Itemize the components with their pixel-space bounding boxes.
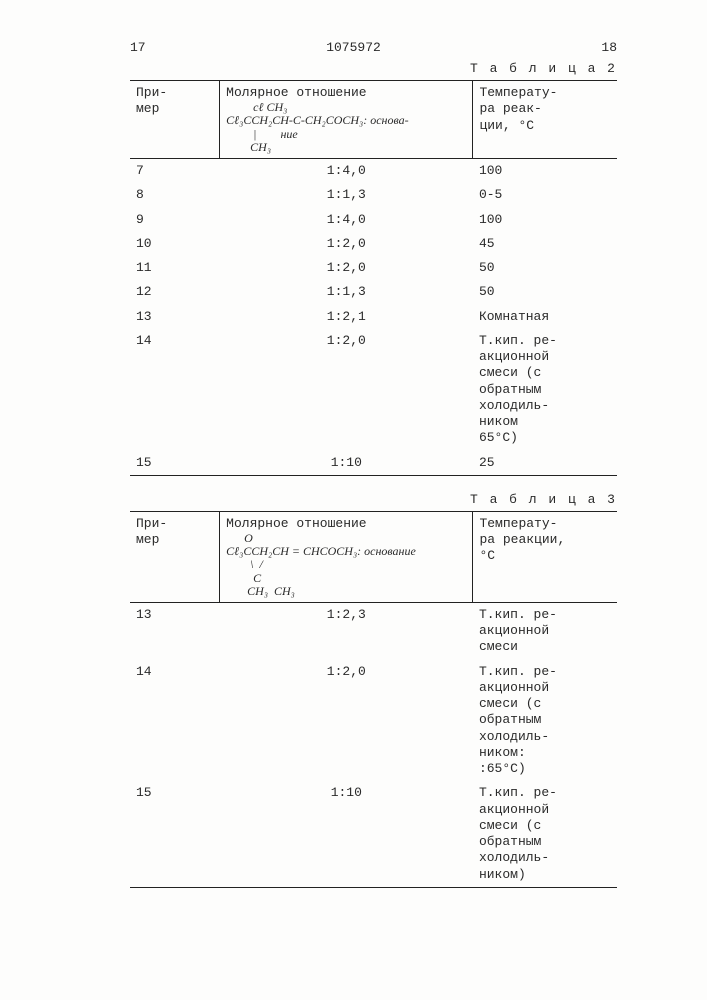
- table-row: 91:4,0100: [130, 208, 617, 232]
- table2-row-ratio: 1:2,0: [220, 329, 473, 451]
- table-row: 131:2,3Т.кип. ре- акционной смеси: [130, 602, 617, 659]
- table2-row-temp: 50: [473, 280, 617, 304]
- table2: При- мер Молярное отношение cℓ CH₃ Cℓ₃CC…: [130, 80, 617, 476]
- table-row: 151:1025: [130, 451, 617, 475]
- table2-row-ratio: 1:4,0: [220, 208, 473, 232]
- t2-col1-header: При- мер: [130, 81, 220, 159]
- t3-col3-header: Температу- ра реакции, °С: [473, 511, 617, 602]
- table3-row-num: 15: [130, 781, 220, 887]
- table2-row-num: 7: [130, 159, 220, 184]
- table2-row-ratio: 1:2,0: [220, 232, 473, 256]
- t3-formula: O Cℓ₃CCH₂CH = CHCOCH₃: основание \ / C C…: [226, 532, 466, 598]
- t3-col1-header: При- мер: [130, 511, 220, 602]
- table-row: 111:2,050: [130, 256, 617, 280]
- t2-col3-header: Температу- ра реак- ции, °С: [473, 81, 617, 159]
- table2-row-temp: 100: [473, 208, 617, 232]
- t2-col2-header: Молярное отношение cℓ CH₃ Cℓ₃CCH₂CH-C-CH…: [220, 81, 473, 159]
- table2-caption: Т а б л и ц а 2: [130, 61, 617, 76]
- table2-row-temp: Т.кип. ре- акционной смеси (с обратным х…: [473, 329, 617, 451]
- table-row: 81:1,30-5: [130, 183, 617, 207]
- table2-row-temp: Комнатная: [473, 305, 617, 329]
- table2-row-num: 12: [130, 280, 220, 304]
- table2-row-num: 10: [130, 232, 220, 256]
- table2-row-num: 13: [130, 305, 220, 329]
- table-row: 131:2,1Комнатная: [130, 305, 617, 329]
- table3-row-num: 14: [130, 660, 220, 782]
- table-row: 101:2,045: [130, 232, 617, 256]
- table2-row-ratio: 1:10: [220, 451, 473, 475]
- table-row: 141:2,0Т.кип. ре- акционной смеси (с обр…: [130, 660, 617, 782]
- page-header: 17 1075972 18: [130, 40, 617, 55]
- table3-row-ratio: 1:2,3: [220, 602, 473, 659]
- table3-row-ratio: 1:10: [220, 781, 473, 887]
- table2-row-ratio: 1:2,0: [220, 256, 473, 280]
- page-right-num: 18: [601, 40, 617, 55]
- table3-caption: Т а б л и ц а 3: [130, 492, 617, 507]
- table2-row-ratio: 1:2,1: [220, 305, 473, 329]
- t2-formula: cℓ CH₃ Cℓ₃CCH₂CH-C-CH₂COCH₃: основа- | н…: [226, 101, 466, 154]
- table3-row-temp: Т.кип. ре- акционной смеси: [473, 602, 617, 659]
- table-row: 71:4,0100: [130, 159, 617, 184]
- table2-row-num: 15: [130, 451, 220, 475]
- table2-row-num: 9: [130, 208, 220, 232]
- table2-row-ratio: 1:1,3: [220, 183, 473, 207]
- patent-number: 1075972: [326, 40, 381, 55]
- table2-row-temp: 0-5: [473, 183, 617, 207]
- table2-row-temp: 45: [473, 232, 617, 256]
- table3-row-ratio: 1:2,0: [220, 660, 473, 782]
- table-row: 151:10Т.кип. ре- акционной смеси (с обра…: [130, 781, 617, 887]
- table-row: 141:2,0Т.кип. ре- акционной смеси (с обр…: [130, 329, 617, 451]
- table3: При- мер Молярное отношение O Cℓ₃CCH₂CH …: [130, 511, 617, 888]
- table2-row-temp: 25: [473, 451, 617, 475]
- table2-row-ratio: 1:1,3: [220, 280, 473, 304]
- table2-row-num: 8: [130, 183, 220, 207]
- table-row: 121:1,350: [130, 280, 617, 304]
- t3-col2-header: Молярное отношение O Cℓ₃CCH₂CH = CHCOCH₃…: [220, 511, 473, 602]
- table2-row-temp: 100: [473, 159, 617, 184]
- table3-row-num: 13: [130, 602, 220, 659]
- table2-row-num: 11: [130, 256, 220, 280]
- table3-row-temp: Т.кип. ре- акционной смеси (с обратным х…: [473, 781, 617, 887]
- table3-row-temp: Т.кип. ре- акционной смеси (с обратным х…: [473, 660, 617, 782]
- table2-row-num: 14: [130, 329, 220, 451]
- table2-row-ratio: 1:4,0: [220, 159, 473, 184]
- page-left-num: 17: [130, 40, 146, 55]
- table2-row-temp: 50: [473, 256, 617, 280]
